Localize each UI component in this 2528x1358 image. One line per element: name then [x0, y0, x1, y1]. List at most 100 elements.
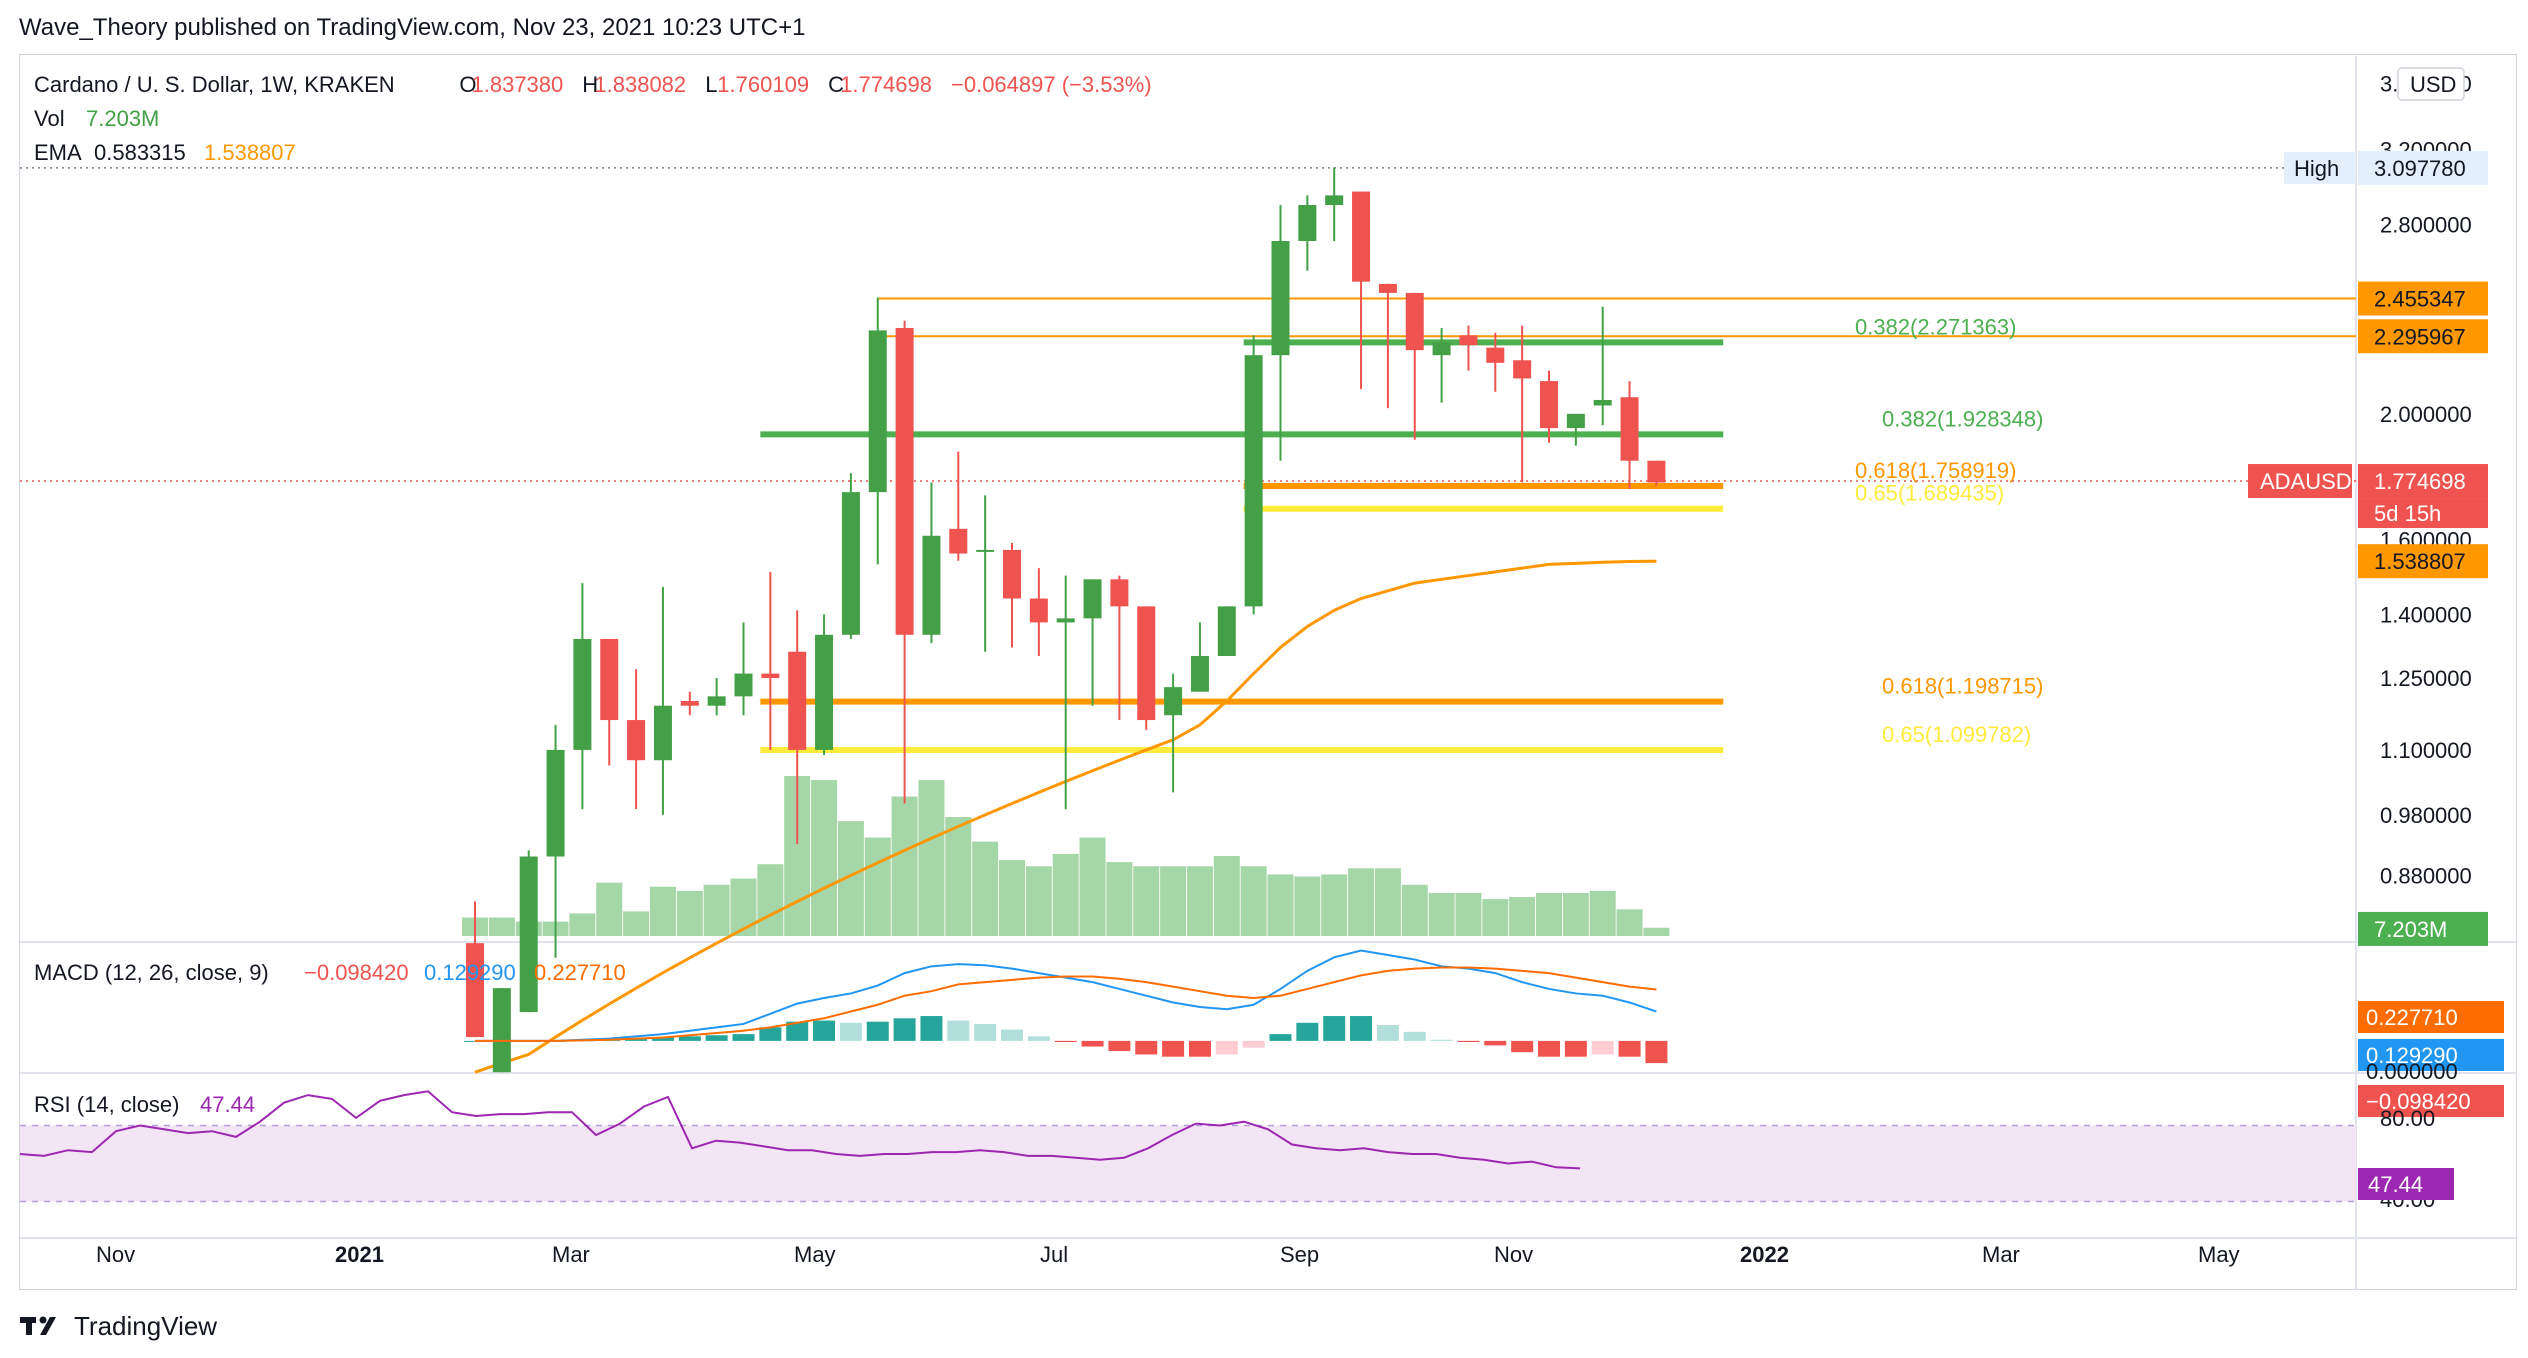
legend-value: C	[828, 72, 844, 97]
price-tag	[2358, 464, 2488, 499]
macd-legend-macd: 0.129290	[424, 960, 516, 985]
price-tag	[2358, 911, 2488, 946]
macd-histogram-bar	[813, 1020, 836, 1041]
volume-bar	[757, 864, 784, 936]
macd-tag-label: 0.129290	[2366, 1043, 2458, 1068]
price-tag-label: 7.203M	[2374, 917, 2447, 942]
macd-histogram-bar	[1350, 1016, 1373, 1041]
macd-histogram-bar	[1135, 1040, 1158, 1055]
time-axis-label: Mar	[1982, 1242, 2020, 1267]
candle-body	[1137, 606, 1156, 721]
time-axis-label: Jul	[1040, 1242, 1068, 1267]
legend-value: 1.837380	[472, 72, 564, 97]
macd-histogram-bar	[920, 1016, 943, 1041]
volume-bar	[1267, 874, 1294, 936]
candle-body	[949, 528, 968, 554]
price-tag-label: 1.538807	[2374, 549, 2466, 574]
time-axis-label: May	[2198, 1242, 2240, 1267]
candle-body	[841, 492, 860, 635]
macd-histogram-bar	[651, 1037, 674, 1041]
macd-histogram-bar	[759, 1027, 782, 1041]
time-axis-label: 2021	[335, 1242, 384, 1267]
candle-body	[1003, 549, 1021, 599]
macd-histogram-bar	[1457, 1040, 1480, 1043]
candle-body	[600, 638, 619, 721]
volume-bar	[1052, 853, 1079, 936]
candle-body	[1378, 283, 1397, 293]
candle-body	[868, 330, 887, 493]
macd-histogram-bar	[1001, 1029, 1023, 1041]
macd-histogram-bar	[1618, 1040, 1641, 1057]
volume-bar	[1455, 892, 1482, 936]
volume-bar	[1643, 927, 1670, 936]
legend-vol-label: Vol	[34, 106, 65, 131]
footer: TradingView	[20, 1308, 217, 1344]
volume-bar	[1321, 874, 1348, 936]
ticker-tag-label: ADAUSD	[2260, 469, 2352, 494]
price-tag	[2358, 150, 2488, 185]
macd-histogram-bar	[786, 1021, 809, 1041]
volume-bar	[1025, 866, 1052, 936]
price-tag	[2358, 319, 2488, 354]
volume-bar	[703, 884, 730, 936]
macd-histogram-bar	[866, 1021, 889, 1041]
macd-histogram-bar	[1108, 1040, 1131, 1052]
volume-bar	[1240, 866, 1267, 936]
macd-tag	[2358, 1085, 2504, 1117]
legend-value: Cardano / U. S. Dollar, 1W, KRAKEN	[34, 72, 395, 97]
volume-bar	[488, 917, 515, 936]
candle-body	[1459, 335, 1478, 346]
volume-bar	[569, 913, 596, 936]
macd-histogram-bar	[1242, 1040, 1265, 1048]
macd-histogram-bar	[1376, 1025, 1399, 1041]
price-tag-label: 2.295967	[2374, 324, 2466, 349]
volume-bar	[1616, 909, 1643, 936]
macd-histogram-bar	[1538, 1040, 1560, 1057]
volume-bar	[1213, 856, 1240, 936]
fib-level-label: 0.618(1.758919)	[1855, 458, 2016, 483]
candle-body	[519, 856, 538, 1013]
macd-histogram-bar	[1323, 1016, 1346, 1041]
rsi-legend-value: 47.44	[200, 1092, 255, 1117]
volume-bar	[1536, 892, 1562, 936]
price-tick-label: 2.800000	[2380, 213, 2472, 238]
rsi-tick-label: 80.00	[2380, 1106, 2435, 1131]
macd-histogram-bar	[1054, 1040, 1077, 1043]
legend-ema-length: 0.583315	[94, 140, 186, 165]
macd-legend-label: MACD (12, 26, close, 9)	[34, 960, 269, 985]
candle-body	[573, 638, 592, 750]
high-tag	[2284, 151, 2356, 184]
time-axis-label: 2022	[1740, 1242, 1789, 1267]
candle-body	[1647, 460, 1666, 483]
legend-value: 1.838082	[594, 72, 686, 97]
candle-body	[1056, 618, 1075, 623]
price-tick-label: 0.980000	[2380, 803, 2472, 828]
rsi-tag	[2358, 1168, 2454, 1200]
candle-body	[761, 673, 780, 679]
price-tick-label: 1.400000	[2380, 602, 2472, 627]
candle-body	[1298, 204, 1317, 241]
currency-label: USD	[2410, 72, 2456, 97]
legend-vol-value: 7.203M	[86, 106, 159, 131]
macd-tag	[2358, 1039, 2504, 1071]
macd-line	[475, 949, 1657, 1042]
candle-body	[1029, 598, 1048, 623]
macd-histogram-bar	[625, 1038, 648, 1041]
candle-body	[1432, 342, 1451, 356]
volume-bar	[676, 890, 703, 936]
candle-body	[1271, 240, 1290, 356]
fib-level-label: 0.382(2.271363)	[1855, 314, 2016, 339]
price-tag-label: 3.097780	[2374, 156, 2466, 181]
chart-frame	[19, 54, 2517, 1290]
volume-bar	[1374, 868, 1401, 936]
currency-button	[2397, 67, 2465, 101]
macd-histogram-bar	[1430, 1039, 1453, 1041]
macd-histogram-bar	[1645, 1040, 1668, 1064]
macd-histogram-bar	[1511, 1040, 1534, 1053]
volume-bar	[1562, 892, 1589, 936]
tradingview-logo-icon	[20, 1316, 56, 1335]
candle-body	[1566, 413, 1585, 429]
candle-body	[1217, 606, 1236, 657]
macd-histogram-bar	[839, 1022, 862, 1041]
